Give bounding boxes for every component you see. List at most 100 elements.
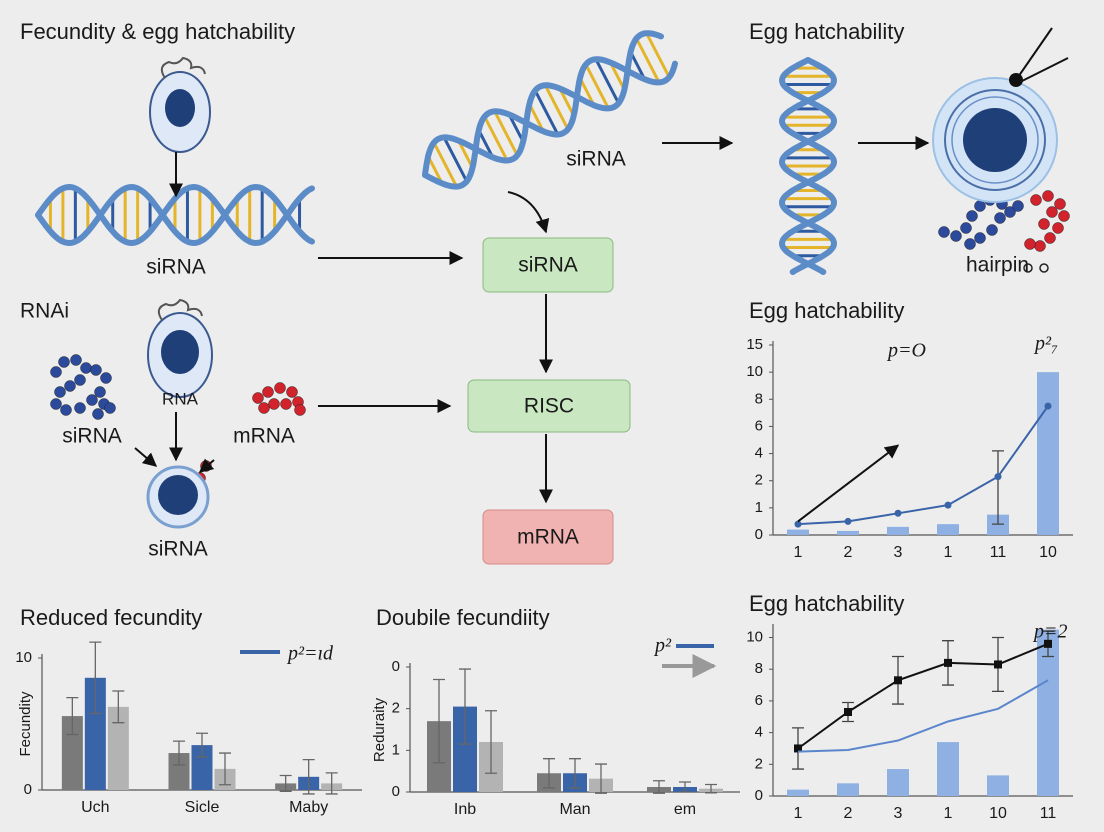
error-bar [595, 763, 607, 794]
point [894, 509, 902, 517]
target-cell [932, 27, 1069, 203]
molecule-dot [262, 386, 274, 398]
helix-rung [442, 136, 469, 183]
molecule-dot [1052, 222, 1064, 234]
y-tick-label: 10 [15, 649, 32, 666]
molecule-dot [92, 408, 104, 420]
y-tick-label: 4 [755, 724, 763, 741]
helix-rung [558, 87, 576, 117]
point [1044, 639, 1052, 648]
x-tick-label: Sicle [185, 799, 220, 816]
error-bar [279, 774, 292, 792]
helix-rung [584, 63, 610, 110]
box [482, 509, 614, 565]
bar [987, 775, 1009, 796]
helix-strand [778, 57, 838, 275]
chart: Reduced fecundity 0 10 Uch Sicle Maby Fecundit… [15, 605, 362, 816]
label: hairpin [966, 254, 1029, 277]
molecule-dot [100, 372, 112, 384]
error-bar [679, 781, 691, 793]
molecule-dot [964, 238, 976, 250]
molecule-dot [90, 364, 102, 376]
x-tick-label: 11 [1040, 805, 1057, 822]
y-tick-label: 0 [24, 781, 32, 798]
title: Fecundity & egg hatchability [20, 19, 295, 44]
molecule-dot [1042, 190, 1054, 202]
chart-title: Egg hatchability [749, 298, 904, 323]
molecule-dot [938, 226, 950, 238]
error-bar [569, 758, 581, 789]
point [994, 660, 1002, 669]
molecule-dot [74, 374, 86, 386]
point [1044, 402, 1052, 410]
helix-strand [422, 30, 664, 178]
point [944, 658, 952, 667]
box [467, 379, 631, 433]
helix-rung [457, 139, 474, 169]
x-tick-label: Maby [289, 799, 328, 816]
helix-strand [35, 183, 315, 247]
molecule-dot [974, 200, 986, 212]
point [794, 520, 802, 528]
y-tick-label: 10 [746, 628, 763, 645]
helix-rung [645, 32, 671, 78]
molecule-dot [74, 402, 86, 414]
annotation: p²₇ [1033, 333, 1058, 355]
box [482, 237, 614, 293]
bar [837, 783, 859, 796]
y-tick-label: 2 [755, 472, 763, 489]
label: siRNA [146, 256, 206, 279]
y-tick-label: 1 [392, 741, 400, 758]
x-tick-label: em [674, 801, 696, 818]
helix-rung [493, 110, 519, 157]
annotation: p=O [886, 340, 926, 362]
x-tick-label: 3 [894, 544, 903, 561]
molecule-dot [64, 380, 76, 392]
molecule-dot [1044, 232, 1056, 244]
y-axis-label: Fecundity [17, 691, 34, 757]
cell [146, 465, 210, 529]
bar [1037, 629, 1059, 796]
label: RNAi [20, 300, 69, 323]
chart-title: Egg hatchability [749, 591, 904, 616]
error-bar [219, 752, 231, 786]
x-tick-label: 1 [944, 544, 953, 561]
x-tick-label: Man [559, 801, 590, 818]
molecule-dot [1012, 200, 1024, 212]
point [994, 473, 1002, 481]
x-tick-label: 10 [989, 805, 1007, 822]
molecule-dot [974, 232, 986, 244]
label: RNA [162, 389, 199, 408]
line [797, 444, 900, 523]
error-bar [196, 732, 208, 758]
point [794, 744, 802, 753]
bar [168, 753, 190, 790]
line [797, 642, 1049, 750]
x-tick-label: 1 [944, 805, 953, 822]
molecule-dot [950, 230, 962, 242]
y-axis-label: Reduraity [371, 697, 388, 762]
box-label: RISC [524, 395, 574, 418]
molecule-dot [966, 210, 978, 222]
chart-title: Reduced fecundity [20, 605, 202, 630]
molecule-dot [50, 398, 62, 410]
molecule-dot [50, 366, 62, 378]
helix-rung [483, 115, 509, 162]
error-bar [173, 740, 185, 766]
point [844, 517, 852, 525]
x-tick-label: 11 [990, 544, 1007, 561]
y-tick-label: 6 [755, 417, 763, 434]
point [844, 708, 852, 716]
molecule-dot [60, 404, 72, 416]
error-bar [302, 758, 315, 795]
box-label: siRNA [518, 254, 578, 277]
molecule-dot [280, 398, 292, 410]
molecule-dot [1030, 194, 1042, 206]
chart-title: Doubile fecundiity [376, 605, 550, 630]
error-bar [653, 780, 665, 794]
helix-rung [432, 141, 458, 188]
error-bar [485, 710, 497, 774]
